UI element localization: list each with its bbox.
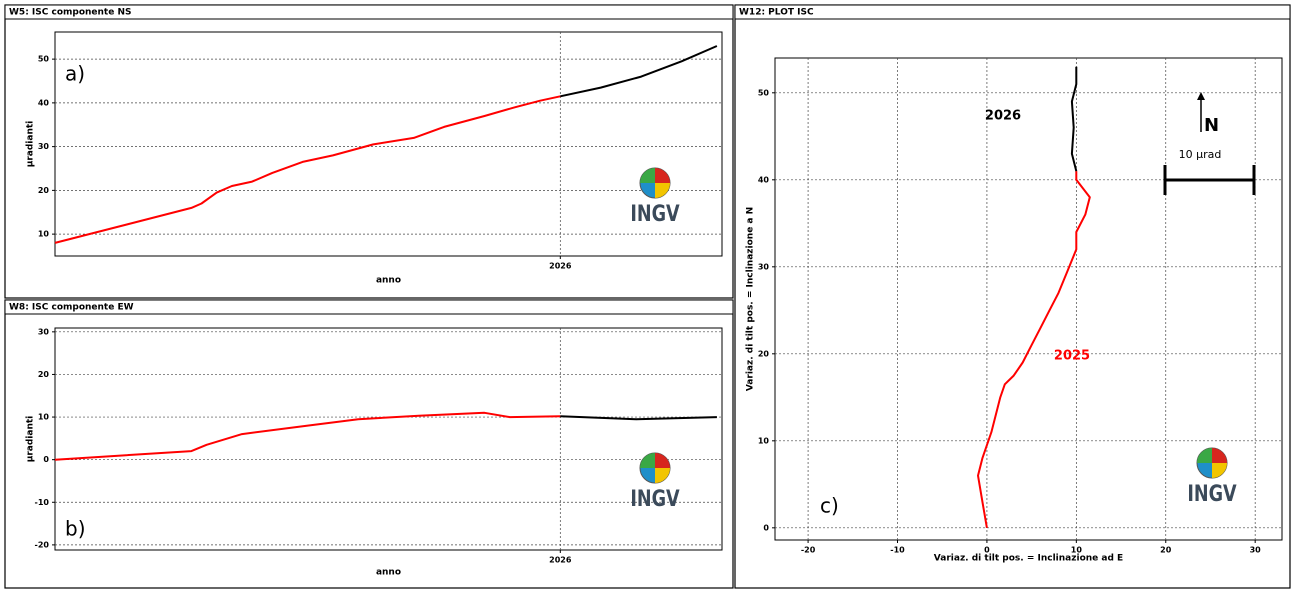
panel-label: c) — [820, 494, 839, 518]
logo-text: INGV — [630, 201, 680, 226]
x-tick-label: 10 — [1071, 546, 1083, 555]
logo-globe-yellow — [1212, 463, 1227, 478]
panel-title-bar — [734, 4, 1291, 20]
logo-text: INGV — [630, 486, 680, 511]
panel-label: a) — [65, 62, 85, 86]
y-tick-label: 30 — [38, 142, 50, 151]
series-label: 2026 — [985, 109, 1021, 124]
ingv-logo: INGV — [630, 167, 680, 227]
logo-globe-green — [1197, 448, 1212, 463]
plot-area — [774, 57, 1283, 541]
x-tick-label: 20 — [1160, 546, 1172, 555]
x-tick-label: 2026 — [549, 262, 572, 271]
panel-title-bar — [4, 299, 734, 315]
data-line — [1070, 66, 1078, 172]
x-axis-label: anno — [376, 568, 401, 578]
logo-globe-yellow — [655, 468, 670, 483]
x-axis-label: Variaz. di tilt pos. = Inclinazione ad E — [934, 554, 1123, 564]
data-line — [977, 171, 1091, 528]
logo-globe-green — [640, 453, 655, 468]
y-tick-label: 30 — [38, 327, 50, 336]
panel-title: W5: ISC componente NS — [9, 8, 131, 18]
y-tick-label: 10 — [38, 413, 50, 422]
panel — [734, 4, 1291, 589]
x-tick-label: 2026 — [549, 556, 572, 565]
plot-area — [54, 327, 723, 551]
panel-title: W8: ISC componente EW — [9, 303, 134, 313]
data-line — [54, 95, 561, 244]
y-tick-label: 20 — [38, 186, 50, 195]
scale-label: 10 µrad — [1179, 148, 1222, 161]
north-arrow-head — [1197, 92, 1205, 100]
north-label: N — [1204, 115, 1219, 136]
logo-globe-red — [655, 168, 670, 183]
y-tick-label: 50 — [38, 55, 50, 64]
y-tick-label: 20 — [38, 370, 50, 379]
y-axis-label: µradianti — [26, 121, 36, 168]
panel-title: W12: PLOT ISC — [739, 8, 814, 18]
data-line — [560, 45, 718, 98]
panel-title-bar — [4, 4, 734, 20]
y-tick-label: 10 — [38, 230, 50, 239]
x-tick-label: -20 — [801, 546, 816, 555]
x-tick-label: 30 — [1250, 546, 1262, 555]
y-axis-label: µradianti — [26, 416, 36, 463]
y-tick-label: 20 — [758, 349, 770, 358]
y-tick-label: -20 — [35, 540, 50, 549]
data-line — [560, 415, 717, 421]
y-tick-label: 30 — [758, 262, 770, 271]
ingv-logo: INGV — [1187, 447, 1237, 507]
y-axis-label: Variaz. di tilt pos. = Inclinazione a N — [746, 207, 756, 391]
ingv-logo: INGV — [630, 452, 680, 512]
data-line — [54, 411, 561, 461]
y-tick-label: 0 — [43, 455, 49, 464]
x-tick-label: 0 — [984, 546, 990, 555]
series-label: 2025 — [1054, 349, 1090, 364]
logo-globe-yellow — [655, 183, 670, 198]
y-tick-label: 0 — [763, 523, 769, 532]
panel — [4, 299, 734, 589]
panel-label: b) — [65, 517, 86, 541]
y-tick-label: 10 — [758, 436, 770, 445]
x-axis-label: anno — [376, 276, 401, 286]
x-tick-label: -10 — [890, 546, 905, 555]
y-tick-label: 50 — [758, 88, 770, 97]
y-tick-label: 40 — [38, 98, 50, 107]
logo-text: INGV — [1187, 481, 1237, 506]
logo-globe-green — [640, 168, 655, 183]
y-tick-label: -10 — [35, 498, 50, 507]
y-tick-label: 40 — [758, 175, 770, 184]
logo-globe-red — [655, 453, 670, 468]
panel — [4, 4, 734, 299]
logo-globe-red — [1212, 448, 1227, 463]
plot-area — [54, 31, 723, 257]
